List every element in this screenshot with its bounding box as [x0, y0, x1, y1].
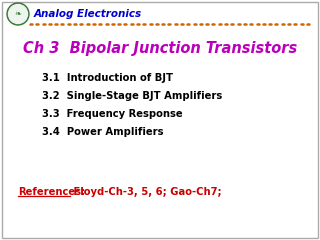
Text: Analog Electronics: Analog Electronics [34, 9, 142, 19]
Text: ❧: ❧ [14, 10, 21, 18]
Circle shape [7, 3, 29, 25]
Text: 3.4  Power Amplifiers: 3.4 Power Amplifiers [42, 127, 164, 137]
Text: 3.1  Introduction of BJT: 3.1 Introduction of BJT [42, 73, 173, 83]
Text: 3.3  Frequency Response: 3.3 Frequency Response [42, 109, 183, 119]
Text: References:: References: [18, 187, 85, 197]
Text: Floyd-Ch-3, 5, 6; Gao-Ch7;: Floyd-Ch-3, 5, 6; Gao-Ch7; [70, 187, 222, 197]
Circle shape [9, 5, 28, 24]
Text: 3.2  Single-Stage BJT Amplifiers: 3.2 Single-Stage BJT Amplifiers [42, 91, 222, 101]
Text: Ch 3  Bipolar Junction Transistors: Ch 3 Bipolar Junction Transistors [23, 41, 297, 55]
